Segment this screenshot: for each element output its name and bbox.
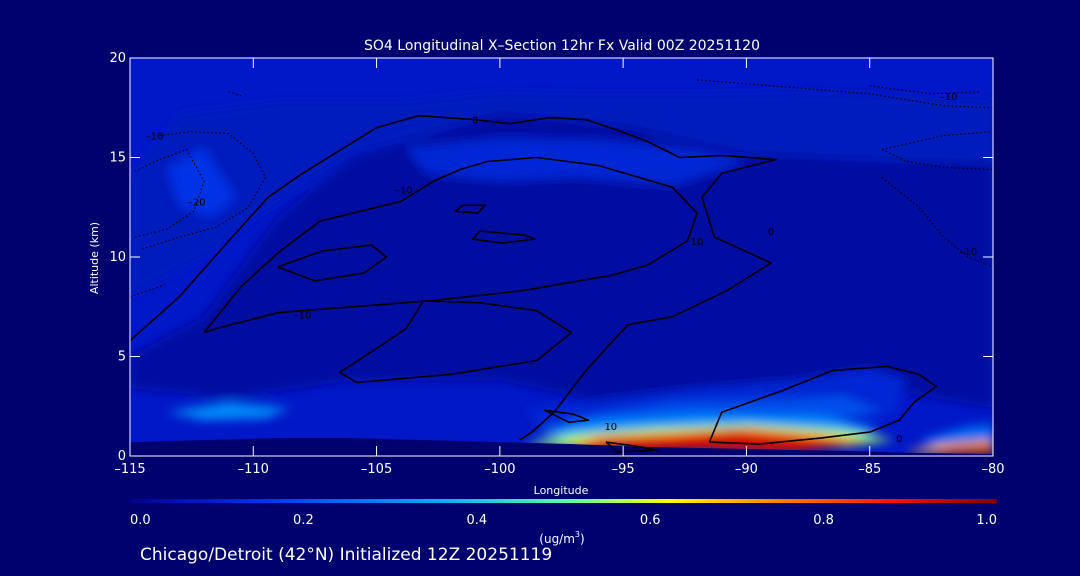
contour-lines	[130, 79, 993, 453]
y-tick-label-0: 0	[118, 449, 126, 464]
contour-line-5	[471, 230, 536, 244]
concentration-region-1	[130, 91, 993, 297]
concentration-region-13	[924, 445, 993, 455]
y-tick-label-1: 5	[118, 350, 126, 365]
contour-label-8: –10	[959, 247, 977, 258]
contour-label-6: –20	[188, 197, 206, 208]
contour-line-8	[605, 441, 659, 453]
colorbar-units-label: (ug/m3)	[539, 530, 584, 546]
units-superscript: 3	[575, 530, 580, 539]
units-close: )	[580, 532, 585, 546]
concentration-region-2	[406, 137, 747, 186]
contour-line-2	[277, 244, 388, 282]
chart-title: SO4 Longitudinal X–Section 12hr Fx Valid…	[364, 38, 760, 54]
y-tick-label-2: 10	[109, 250, 126, 265]
colorbar-tick-label-1: 0.2	[293, 513, 314, 528]
contour-label-0: 0	[472, 116, 478, 127]
colorbar-tick-label-3: 0.6	[640, 513, 661, 528]
negative-contour-line-4	[881, 131, 993, 151]
x-tick-label-7: –80	[981, 462, 1004, 477]
colorbar-tick-label-5: 1.0	[976, 513, 997, 528]
y-tick-label-3: 15	[109, 151, 126, 166]
y-tick-label-4: 20	[109, 51, 126, 66]
concentration-field	[130, 91, 993, 455]
negative-contour-line-0	[142, 130, 267, 250]
y-axis-label: Altitude (km)	[88, 222, 101, 294]
units-main: (ug/m	[539, 532, 575, 546]
concentration-region-0	[130, 113, 993, 409]
negative-contour-line-2	[869, 85, 981, 95]
x-tick-label-0: –115	[114, 462, 145, 477]
colorbar-tick-label-4: 0.8	[813, 513, 834, 528]
plot-area: 0 –10 –10 10 0 –10 –20 –10 –10 0 10	[130, 79, 993, 456]
contour-line-6	[543, 409, 590, 424]
contour-line-3	[338, 300, 573, 384]
contour-label-1: –10	[395, 185, 413, 196]
contour-line-4	[454, 204, 486, 214]
contour-label-9: 0	[768, 227, 774, 238]
contour-line-1	[203, 156, 698, 334]
colorbar	[130, 499, 997, 503]
colorbar-tick-label-2: 0.4	[466, 513, 487, 528]
contour-label-5: –10	[146, 132, 164, 143]
contour-label-4: 0	[896, 434, 902, 445]
colorbar-tick-label-0: 0.0	[130, 513, 151, 528]
y-axis-ticks: 0 5 10 15 20	[109, 51, 993, 464]
contour-line-0	[130, 114, 777, 441]
contour-label-7: –10	[940, 92, 958, 103]
x-tick-label-5: –90	[735, 462, 758, 477]
x-tick-label-4: –95	[612, 462, 635, 477]
x-axis-ticks: –115 –110 –105 –100 –95 –90 –85 –80	[114, 58, 1005, 477]
colorbar-ticks: 0.0 0.2 0.4 0.6 0.8 1.0	[130, 513, 997, 528]
contour-label-3: 10	[604, 422, 617, 433]
x-tick-label-6: –85	[858, 462, 881, 477]
concentration-region-3	[167, 147, 236, 218]
x-tick-label-3: –100	[484, 462, 515, 477]
terrain	[130, 438, 993, 456]
x-tick-label-1: –110	[238, 462, 269, 477]
contour-line-7	[708, 365, 938, 445]
contour-label-10: 10	[691, 237, 704, 248]
negative-contour-line-1	[134, 148, 205, 238]
initialization-caption: Chicago/Detroit (42°N) Initialized 12Z 2…	[140, 545, 552, 565]
contour-labels: 0 –10 –10 10 0 –10 –20 –10 –10 0 10	[146, 92, 977, 445]
x-tick-label-2: –105	[361, 462, 392, 477]
concentration-region-8	[167, 402, 291, 421]
negative-contour-line-3	[697, 79, 993, 109]
x-axis-label: Longitude	[534, 484, 589, 497]
contour-label-2: –10	[294, 311, 312, 322]
